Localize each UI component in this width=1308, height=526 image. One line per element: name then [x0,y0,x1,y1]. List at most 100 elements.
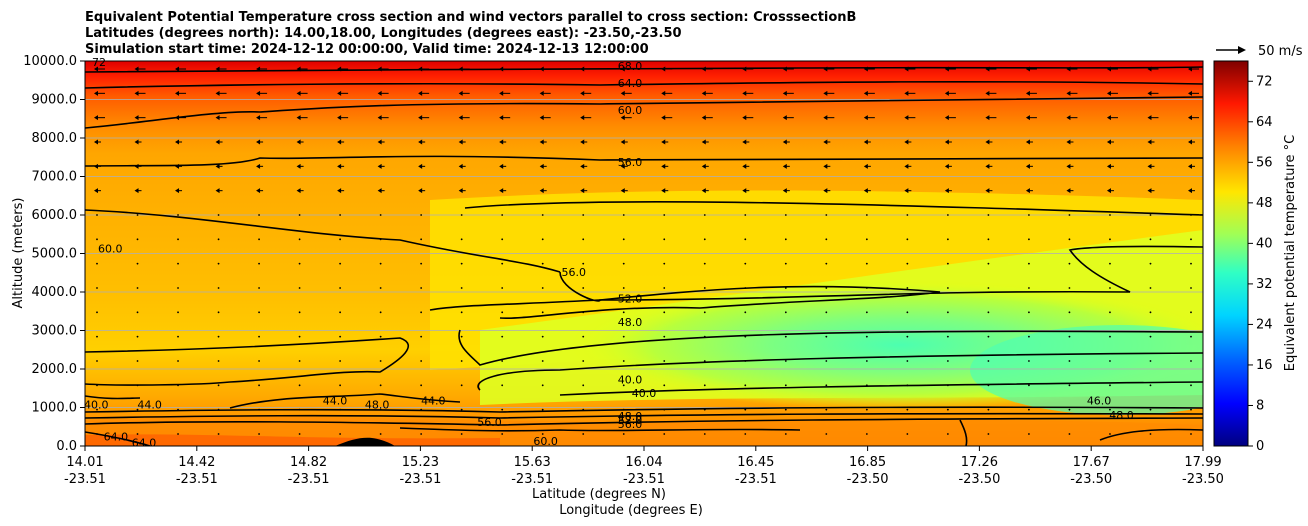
wind-vector-head [1188,139,1192,145]
wind-vector-dot [582,287,585,289]
wind-vector-head [620,66,625,72]
wind-vector-head [580,66,585,72]
contour-64-low [85,431,151,446]
colorbar-tick-label: 56 [1256,155,1273,170]
wind-vector-dot [541,408,544,411]
wind-vector-dot [1068,360,1071,362]
wind-vector-dot [258,384,260,387]
contour-label: 44.0 [137,399,162,412]
wind-vector-head [539,163,544,169]
wind-vector-dot [784,262,787,265]
wind-vector-dot [136,262,139,265]
wind-vector-dot [987,214,990,216]
wind-vector-dot [1149,433,1152,435]
wind-vector-head [1147,90,1152,96]
quiver-key: 50 m/s [1216,44,1303,59]
wind-vector-head [661,90,666,96]
wind-vector-dot [1149,384,1152,387]
wind-vector-head [539,115,544,121]
wind-vector-dot [1190,360,1192,362]
wind-vector-dot [1028,311,1030,314]
wind-vector-head [256,163,261,169]
x-tick-label-lat: 16.45 [737,455,774,470]
wind-vector-head [742,115,747,121]
wind-vector-head [499,139,504,145]
wind-vector-dot [865,262,868,265]
contour-60-low [85,209,561,273]
wind-vector-head [215,188,220,194]
wind-vector-head [944,115,949,121]
wind-vector-head [985,90,990,96]
wind-vector-dot [298,262,301,265]
wind-vector-dot [663,214,666,216]
wind-vector-head [823,163,828,169]
wind-vector-dot [339,384,342,387]
wind-vector-dot [1028,384,1030,387]
wind-vector-dot [906,262,909,265]
wind-vector-dot [460,408,463,411]
contour-48 [85,337,409,386]
wind-vector-head [1106,188,1111,194]
wind-vector-dot [865,214,868,216]
y-tick-label: 4000.0 [32,285,78,300]
wind-vector-dot [339,433,342,435]
wind-vector-dot [703,262,706,265]
wind-vector-dot [744,214,747,216]
quiver-key-label: 50 m/s [1258,44,1303,59]
wind-vector-dot [622,311,625,314]
colorbar-tick-label: 64 [1256,115,1273,130]
wind-vector-head [620,90,625,96]
wind-vector-head [661,188,666,194]
wind-vector-dot [1109,214,1111,216]
wind-vector-dot [541,238,544,241]
y-tick-label: 0.0 [56,439,77,454]
wind-vector-head [1106,115,1111,121]
wind-vector-dot [217,408,220,411]
wind-vector-head [620,115,625,121]
x-tick-label-lat: 14.01 [66,455,103,470]
wind-vector-dot [622,335,625,338]
wind-vector-dot [744,384,747,387]
y-axis-label: Altitude (meters) [11,198,26,309]
wind-vector-dot [217,360,220,362]
wind-vector-head [863,163,868,169]
wind-vector-head [1147,115,1152,121]
wind-vector-head [296,188,301,194]
wind-vector-head [944,66,949,72]
wind-vector-dot [663,433,666,435]
wind-vector-dot [96,335,98,338]
wind-vector-dot [825,433,828,435]
wind-vector-dot [1068,214,1071,216]
wind-vector-dot [784,433,787,435]
wind-vector-head [458,188,463,194]
wind-vector-dot [96,287,98,289]
wind-vector-dot [946,335,949,338]
wind-vector-head [701,139,706,145]
contour-label: 60.0 [98,243,123,256]
wind-vector-dot [703,384,706,387]
contour-label: 40.0 [618,374,643,387]
wind-vector-dot [136,360,139,362]
wind-vector-dot [744,433,747,435]
wind-vector-dot [1028,262,1030,265]
wind-vector-dot [825,238,828,241]
wind-vector-dot [865,433,868,435]
contour-label: 48.0 [618,316,643,329]
contour-60-low2 [399,427,801,432]
contour-label: 56.0 [618,418,643,431]
contour-label: 48.0 [365,399,390,412]
wind-vector-head [215,115,220,121]
wind-vector-head [377,115,382,121]
colorbar-tick-label: 24 [1256,317,1273,332]
wind-vector-dot [906,287,909,289]
wind-vector-head [134,188,139,194]
wind-vector-dot [1190,433,1192,435]
wind-vector-dot [420,384,423,387]
wind-vector-head [1025,90,1030,96]
wind-vector-dot [784,384,787,387]
wind-vector-head [985,188,990,194]
wind-vector-head [1147,66,1152,72]
wind-vector-dot [460,238,463,241]
wind-vector-head [175,188,180,194]
wind-vector-head [458,115,463,121]
